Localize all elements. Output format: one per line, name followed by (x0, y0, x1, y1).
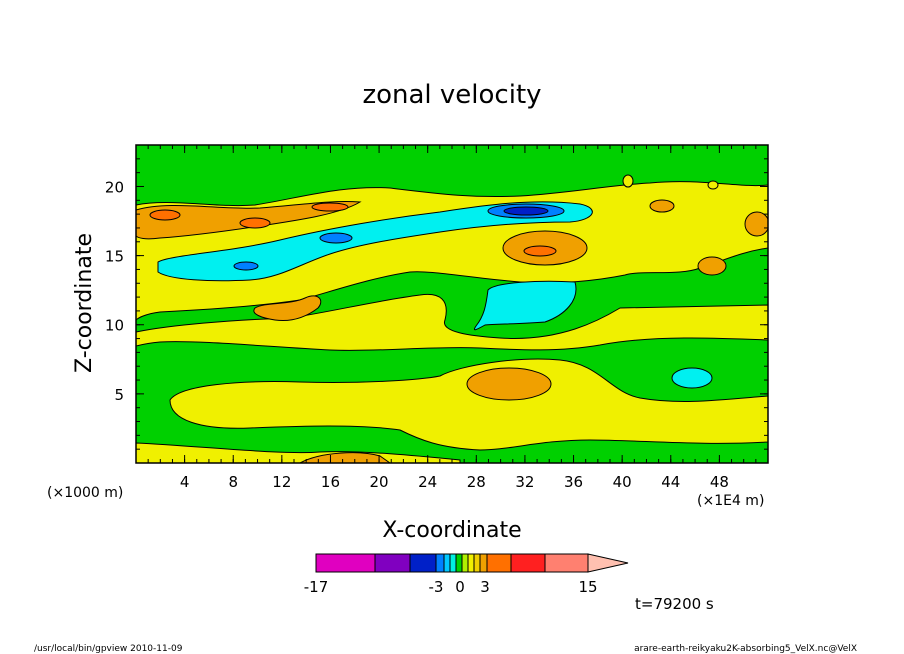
colorbar-label: -3 (429, 578, 444, 596)
contour-region-dark-orange (239, 217, 271, 229)
colorbar-segment (315, 553, 376, 573)
colorbar-label: 0 (455, 578, 465, 596)
colorbar-segment (479, 553, 488, 573)
x-tick-label: 28 (467, 473, 486, 491)
footer-left: /usr/local/bin/gpview 2010-11-09 (34, 644, 183, 654)
x-tick-label: 20 (370, 473, 389, 491)
contour-region-blue (233, 261, 259, 271)
colorbar-labels: -17 -3 0 3 15 (304, 578, 598, 596)
y-tick-label: 5 (114, 386, 124, 404)
colorbar-extension (587, 553, 629, 573)
colorbar-segment (486, 553, 512, 573)
contour-region-dark-orange (311, 202, 349, 212)
x-tick-label: 48 (710, 473, 729, 491)
x-tick-label: 40 (613, 473, 632, 491)
x-scale-note: (×1E4 m) (697, 493, 764, 509)
colorbar-segment (544, 553, 589, 573)
contour-region-cyan (671, 367, 713, 389)
contour-region-yellow-small (622, 174, 634, 188)
contour-region-orange (253, 295, 322, 321)
colorbar-segment (455, 553, 463, 573)
contour-region-cyan (473, 280, 577, 331)
x-tick-label: 24 (418, 473, 437, 491)
contour-region-yellow-middle (136, 293, 768, 351)
colorbar-segment (467, 553, 475, 573)
colorbar-segment (461, 553, 469, 573)
contour-region-dark-orange (523, 245, 557, 257)
x-tick-label: 16 (321, 473, 340, 491)
contour-region-orange (697, 256, 727, 276)
contour-region-cyan (157, 201, 593, 282)
contour-region-orange (649, 199, 675, 213)
x-tick-label: 4 (180, 473, 190, 491)
y-axis: 5 10 15 20 (105, 158, 768, 450)
footer-right: arare-earth-reikyaku2K-absorbing5_VelX.n… (634, 644, 857, 654)
colorbar-segment (443, 553, 451, 573)
x-tick-label: 32 (515, 473, 534, 491)
contour-region-blue (319, 232, 353, 244)
colorbar-label: 3 (480, 578, 490, 596)
colorbar-label: 15 (578, 578, 597, 596)
y-tick-label: 10 (105, 317, 124, 335)
colorbar-segment (374, 553, 411, 573)
colorbar-label: -17 (304, 578, 329, 596)
contour-region-orange (466, 367, 552, 401)
contour-field (136, 145, 768, 463)
colorbar-segment (510, 553, 546, 573)
y-scale-note: (×1000 m) (47, 485, 123, 501)
x-tick-label: 44 (661, 473, 680, 491)
contour-region-dark-orange (149, 209, 181, 221)
colorbar (315, 553, 629, 573)
x-tick-label: 36 (564, 473, 583, 491)
colorbar-segment (435, 553, 445, 573)
x-tick-label: 8 (228, 473, 238, 491)
colorbar-segment (449, 553, 457, 573)
colorbar-segment (409, 553, 437, 573)
y-axis-title: Z-coordinate (72, 233, 97, 373)
x-tick-label: 12 (272, 473, 291, 491)
colorbar-segment (473, 553, 481, 573)
contour-region-orange (299, 452, 391, 463)
contour-region-orange (744, 211, 768, 237)
contour-region-yellow-lower (169, 358, 768, 451)
contour-region-blue (503, 206, 549, 216)
time-label: t=79200 s (635, 595, 714, 613)
chart-title: zonal velocity (362, 80, 541, 110)
contour-region-yellow-small (707, 180, 719, 190)
x-axis: 4 8 12 16 20 24 28 32 36 40 44 48 (147, 145, 757, 491)
x-axis-title: X-coordinate (382, 518, 521, 543)
y-tick-label: 20 (105, 178, 124, 196)
y-tick-label: 15 (105, 248, 124, 266)
